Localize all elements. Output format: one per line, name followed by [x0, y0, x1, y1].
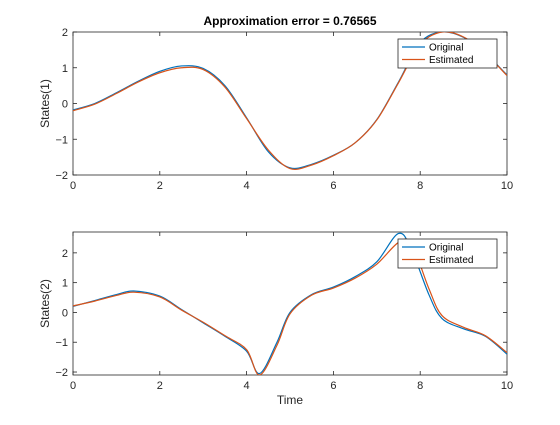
- chart-2-xtick-label: 2: [157, 380, 163, 392]
- chart-1-xtick-label: 10: [501, 180, 513, 192]
- chart-1-xtick-label: 4: [244, 180, 250, 192]
- chart-1-ylabel: States(1): [38, 79, 52, 128]
- chart-2: 0 2 4 6 8 10 −2 −1 0 1 2 Time States(2) OriginalEstim…: [38, 231, 513, 407]
- chart-2-legend-box: [397, 238, 498, 269]
- chart-1: 0 2 4 6 8 10 −2 −1 0 1 2 Approximation error = 0.76…: [38, 14, 513, 192]
- chart-2-xtick-label: 10: [501, 380, 513, 392]
- chart-1-xtick-label: 2: [157, 180, 163, 192]
- chart-1-xtick-label: 8: [417, 180, 423, 192]
- chart-1-xtick-label: 0: [70, 180, 76, 192]
- chart-2-series-original-line: [73, 232, 507, 375]
- chart-2-ytick-label: −2: [55, 367, 68, 379]
- chart-1-legend-label-estimated: Estimated: [429, 55, 473, 66]
- chart-2-ytick-label: 1: [62, 278, 68, 290]
- chart-2-series-estimated-line: [73, 238, 507, 375]
- chart-1-ytick-label: −2: [55, 170, 68, 182]
- chart-2-xtick-label: 0: [70, 380, 76, 392]
- chart-1-series-group: [73, 32, 507, 170]
- chart-1-legend-label-original: Original: [429, 43, 463, 54]
- chart-2-ylabel: States(2): [38, 279, 52, 328]
- chart-2-xtick-label: 8: [417, 380, 423, 392]
- chart-1-xtick-label: 6: [330, 180, 336, 192]
- chart-1-legend-box: [397, 38, 498, 69]
- chart-2-xlabel: Time: [277, 393, 304, 407]
- chart-2-series-group: [73, 232, 507, 375]
- chart-2-ytick-label: 2: [62, 248, 68, 260]
- chart-2-xtick-label: 4: [244, 380, 250, 392]
- chart-1-title: Approximation error = 0.76565: [203, 14, 376, 28]
- chart-1-ytick-label: 2: [62, 27, 68, 39]
- chart-2-ytick-label: 0: [62, 307, 68, 319]
- chart-2-xtick-label: 6: [330, 380, 336, 392]
- chart-1-ytick-label: 0: [62, 99, 68, 111]
- chart-1-series-estimated-line: [73, 32, 507, 170]
- chart-2-legend-label-estimated: Estimated: [429, 255, 473, 266]
- chart-2-ytick-label: −1: [55, 337, 68, 349]
- chart-1-ytick-label: 1: [62, 63, 68, 75]
- chart-2-legend-label-original: Original: [429, 243, 463, 254]
- chart-1-ytick-label: −1: [55, 134, 68, 146]
